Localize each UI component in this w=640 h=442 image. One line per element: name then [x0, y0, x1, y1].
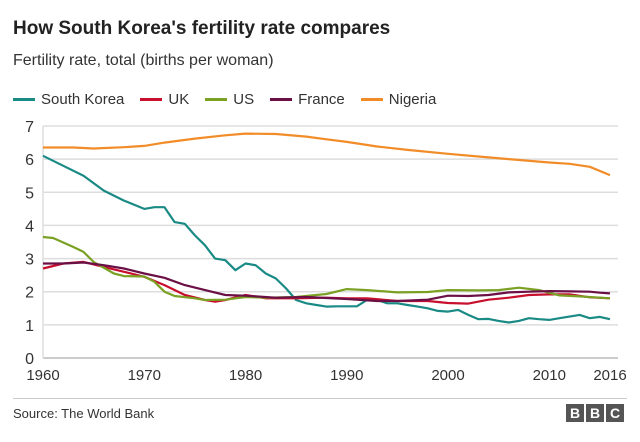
legend-label: US: [233, 91, 255, 108]
legend-item: UK: [140, 91, 189, 108]
footer-divider: [13, 398, 627, 399]
x-tick-label: 2010: [533, 367, 566, 384]
y-tick-label: 5: [25, 185, 34, 202]
legend: South Korea UK US France Nigeria: [13, 91, 452, 108]
legend-swatch: [360, 98, 383, 101]
y-tick-label: 1: [25, 318, 34, 335]
legend-label: South Korea: [41, 91, 125, 108]
chart-title: How South Korea's fertility rate compare…: [13, 18, 391, 39]
x-tick-label: 1960: [26, 367, 59, 384]
y-tick-label: 4: [25, 218, 34, 235]
legend-swatch: [270, 98, 293, 101]
x-tick-label: 1990: [330, 367, 363, 384]
legend-item: France: [270, 91, 345, 108]
series-line-france: [43, 261, 611, 303]
x-tick-label: 1980: [229, 367, 262, 384]
x-tick-label: 2000: [431, 367, 464, 384]
legend-swatch: [140, 98, 163, 101]
x-tick-label: 1970: [128, 367, 161, 384]
chart-subtitle: Fertility rate, total (births per woman): [13, 52, 274, 69]
series-line-nigeria: [43, 132, 611, 177]
legend-item: US: [205, 91, 254, 108]
legend-item: South Korea: [13, 91, 124, 108]
line-chart: 0 1 2 3 4 5 6 7 1960 1970 1980 1990 2000 2010 2016: [25, 119, 627, 384]
source-note: Source: The World Bank: [13, 406, 155, 421]
legend-label: UK: [168, 91, 190, 108]
legend-swatch: [13, 98, 35, 101]
series-line-south-korea: [42, 154, 611, 324]
legend-swatch: [205, 98, 228, 101]
x-tick-label: 2016: [593, 367, 626, 384]
legend-label: France: [298, 91, 345, 108]
y-tick-label: 3: [25, 252, 34, 269]
y-tick-label: 7: [25, 119, 34, 136]
y-tick-label: 0: [25, 351, 34, 368]
y-tick-label: 6: [25, 152, 34, 169]
legend-label: Nigeria: [388, 91, 437, 108]
legend-item: Nigeria: [360, 91, 437, 108]
y-tick-label: 2: [25, 285, 34, 302]
